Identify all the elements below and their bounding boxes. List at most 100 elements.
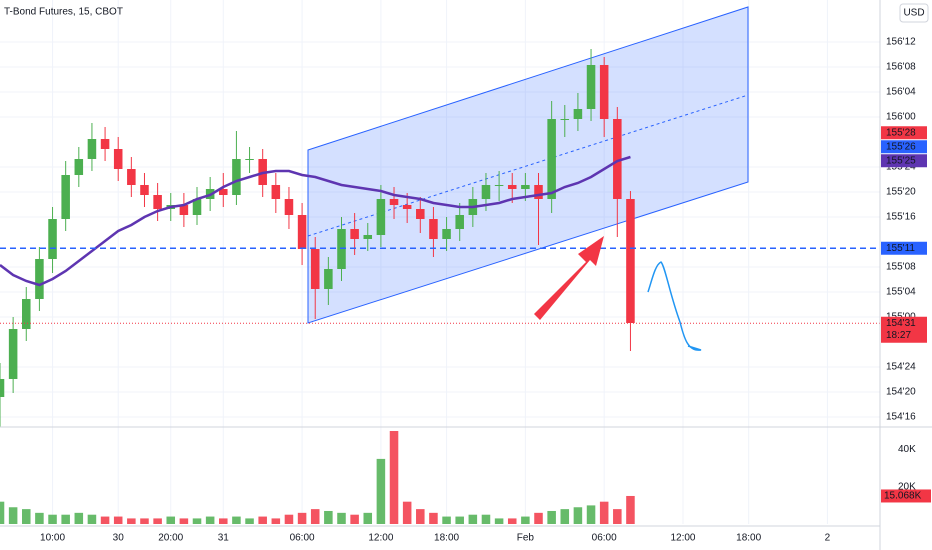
candle-body bbox=[284, 199, 294, 215]
y-tick-label: 155'16 bbox=[886, 212, 916, 223]
candle-body bbox=[416, 209, 425, 219]
volume-bar bbox=[140, 518, 149, 524]
candle-body bbox=[8, 329, 18, 379]
candle-body bbox=[363, 235, 373, 239]
volume-bar bbox=[310, 509, 320, 524]
candle-body bbox=[481, 185, 491, 199]
volume-bar bbox=[586, 505, 596, 524]
volume-tick-label: 40K bbox=[898, 444, 916, 455]
candle-body bbox=[219, 189, 228, 195]
price-label-box bbox=[881, 126, 927, 140]
candle-body bbox=[87, 139, 97, 159]
volume-bar bbox=[560, 509, 570, 524]
x-tick-label: 18:00 bbox=[736, 533, 761, 544]
candle-body bbox=[310, 249, 320, 289]
y-tick-label: 155'08 bbox=[886, 262, 916, 273]
price-label: 155'26 bbox=[886, 141, 916, 152]
candle-body bbox=[442, 229, 451, 239]
x-tick-label: 06:00 bbox=[290, 533, 315, 544]
hand-drawn-annotation bbox=[647, 261, 702, 351]
candle-body bbox=[153, 195, 162, 209]
price-label-box bbox=[881, 140, 927, 154]
y-tick-label: 154'24 bbox=[886, 362, 916, 373]
candle-body bbox=[599, 65, 609, 119]
y-tick-label: 156'12 bbox=[886, 37, 916, 48]
volume-label: 15.068K bbox=[884, 491, 922, 502]
volume-bar bbox=[481, 514, 491, 524]
axis-labels: 154'16154'20154'24155'00155'04155'08155'… bbox=[40, 37, 931, 544]
volume-bar bbox=[74, 512, 84, 524]
volume-bar bbox=[179, 518, 189, 524]
volume-bar bbox=[127, 518, 136, 524]
volume-bar bbox=[376, 458, 386, 524]
candle-body bbox=[35, 259, 44, 299]
volume-bar bbox=[442, 516, 451, 524]
candle-body bbox=[626, 199, 635, 323]
candle-body bbox=[507, 185, 517, 189]
volume-bar bbox=[35, 512, 44, 524]
candle-body bbox=[389, 199, 399, 205]
parallel-channel bbox=[307, 6, 749, 324]
volume-bar bbox=[613, 509, 622, 524]
candle-body bbox=[376, 199, 386, 235]
candle-body bbox=[521, 185, 530, 189]
volume-bar bbox=[521, 516, 530, 524]
candle-body bbox=[74, 159, 84, 175]
candle-body bbox=[402, 205, 412, 209]
volume-bar bbox=[100, 516, 110, 524]
currency-box[interactable] bbox=[899, 3, 929, 23]
volume-bar bbox=[363, 512, 373, 524]
volume-bar bbox=[48, 514, 57, 524]
x-tick-label: 20:00 bbox=[158, 533, 183, 544]
volume-bar bbox=[416, 509, 425, 524]
price-label-box bbox=[881, 241, 927, 255]
candle-body bbox=[547, 119, 556, 199]
plot bbox=[0, 49, 880, 524]
volume-bar bbox=[350, 514, 359, 524]
volume-bar bbox=[113, 516, 123, 524]
chart-title: T-Bond Futures, 15, CBOT bbox=[4, 7, 123, 18]
x-tick-label: 10:00 bbox=[40, 533, 65, 544]
moving-average bbox=[0, 155, 631, 287]
candle-body bbox=[61, 175, 70, 219]
y-tick-label: 155'04 bbox=[886, 287, 916, 298]
candle-body bbox=[271, 185, 281, 199]
x-tick-label: 12:00 bbox=[368, 533, 393, 544]
volume-bar bbox=[547, 510, 556, 524]
x-tick-label: 18:00 bbox=[434, 533, 459, 544]
volume-bar bbox=[232, 516, 241, 524]
candle-body bbox=[297, 215, 307, 249]
volume-bar bbox=[534, 512, 543, 524]
volume-bar bbox=[271, 518, 281, 524]
y-tick-label: 156'08 bbox=[886, 62, 916, 73]
volume-bar bbox=[153, 518, 162, 524]
candle-body bbox=[0, 379, 5, 397]
volume-bar bbox=[245, 518, 254, 524]
volume-bar bbox=[61, 514, 70, 524]
volume-bar bbox=[22, 509, 31, 524]
candle-body bbox=[586, 65, 596, 109]
volume-bar bbox=[507, 518, 517, 524]
price-label: 155'28 bbox=[886, 127, 916, 138]
volume-bar bbox=[455, 516, 464, 524]
candle-body bbox=[127, 169, 136, 185]
volume-bar bbox=[192, 518, 202, 524]
candle-body bbox=[22, 299, 31, 329]
candle-body bbox=[560, 119, 570, 120]
candle-body bbox=[245, 159, 254, 160]
y-tick-label: 155'20 bbox=[886, 187, 916, 198]
price-label: 155'25 bbox=[886, 155, 916, 166]
volume-bar bbox=[205, 516, 215, 524]
candle-body bbox=[140, 185, 149, 195]
x-tick-label: 06:00 bbox=[592, 533, 617, 544]
volume-bar bbox=[324, 510, 333, 524]
candle-body bbox=[179, 205, 189, 215]
candle-body bbox=[534, 185, 543, 199]
currency[interactable]: USD bbox=[903, 8, 924, 19]
candle-body bbox=[192, 199, 202, 215]
volume-bar bbox=[258, 516, 267, 524]
volume-bar bbox=[284, 514, 294, 524]
candle-body bbox=[100, 139, 110, 149]
